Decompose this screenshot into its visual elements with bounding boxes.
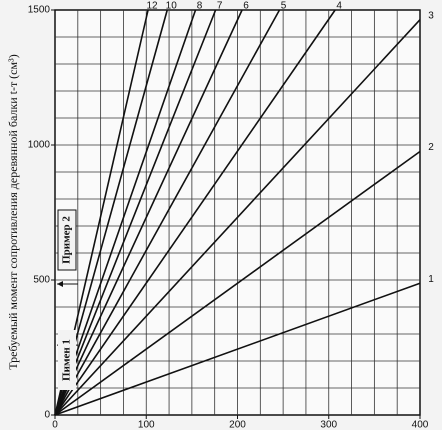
annotation-box [57,209,77,271]
line [54,282,421,416]
line [54,9,243,416]
line [54,9,217,416]
line [54,9,336,416]
x-tick-label: 200 [229,420,246,430]
line-label: 4 [336,1,342,12]
line-label: 6 [243,1,249,12]
annotation-text: Пример 2 [61,216,73,264]
line-label: 8 [197,1,203,12]
x-tick-label: 100 [138,420,155,430]
line [54,150,421,416]
line-label: 1 [428,274,434,285]
line [54,9,197,416]
line [54,19,421,416]
x-tick-label: 400 [412,420,429,430]
line-label: 12 [147,1,159,12]
annotation-box [58,330,76,390]
line [54,9,281,416]
y-tick-label: 1500 [28,5,51,16]
line-label: 3 [428,10,434,21]
y-axis-label: Требуемый момент сопротивления деревянно… [6,54,20,369]
x-tick-label: 300 [320,420,337,430]
line-label: 5 [281,1,287,12]
line-label: 10 [166,1,178,12]
y-tick-label: 0 [44,410,50,421]
y-tick-label: 500 [33,275,50,286]
y-tick-label: 1000 [28,140,51,151]
annotation-text: Пимен 1 [61,339,73,381]
line-label: 7 [217,1,223,12]
arrow-head [57,281,63,288]
line-label: 2 [428,142,434,153]
x-tick-label: 0 [52,420,58,430]
